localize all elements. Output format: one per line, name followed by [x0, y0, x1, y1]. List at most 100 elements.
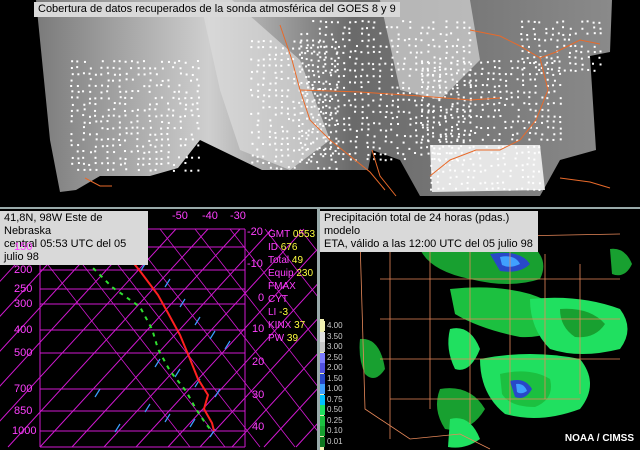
sounding-dot [547, 102, 550, 105]
sounding-dot [415, 116, 418, 119]
sounding-dot [70, 144, 73, 147]
sounding-dot [420, 104, 423, 107]
sounding-dot [185, 91, 188, 94]
sounding-dot [322, 155, 325, 158]
sounding-dot [445, 20, 448, 23]
sounding-dot [517, 115, 520, 118]
sounding-dot [106, 162, 109, 165]
sounding-dot [334, 112, 337, 115]
sounding-dot [154, 67, 157, 70]
sounding-dot [546, 84, 549, 87]
sounding-dot [305, 100, 308, 103]
sounding-dot [550, 68, 553, 71]
sounding-dot [547, 67, 550, 70]
sounding-dot [366, 45, 369, 48]
sounding-dot [280, 167, 283, 170]
sounding-dot [316, 125, 319, 128]
sounding-dot [330, 33, 333, 36]
sounding-dot [474, 72, 477, 75]
sounding-dot [415, 62, 418, 65]
sounding-dot [137, 90, 140, 93]
sounding-dot [322, 82, 325, 85]
sounding-dot [322, 71, 325, 74]
sounding-dot [402, 81, 405, 84]
sounding-dot [100, 97, 103, 100]
sounding-dot [534, 85, 537, 88]
sounding-dot [274, 58, 277, 61]
sounding-dot [112, 168, 115, 171]
sounding-dot [433, 56, 436, 59]
sounding-dot [547, 126, 550, 129]
sounding-dot [479, 170, 482, 173]
wind-barb [194, 316, 201, 326]
sounding-dot [545, 32, 548, 35]
sounding-dot [562, 20, 565, 23]
sounding-dot [343, 62, 346, 65]
sounding-dot [301, 129, 304, 132]
sounding-dot [118, 60, 121, 63]
sounding-dot [378, 80, 381, 83]
sounding-dot [70, 84, 73, 87]
sounding-dot [586, 32, 589, 35]
sounding-dot [546, 78, 549, 81]
sounding-dot [551, 33, 554, 36]
sounding-dot [155, 157, 158, 160]
sounding-dot [448, 152, 451, 155]
sounding-dot [497, 164, 500, 167]
sounding-dot [402, 20, 405, 23]
sounding-dot [469, 91, 472, 94]
sounding-dot [83, 121, 86, 124]
sounding-dot [348, 117, 351, 120]
sounding-dot [499, 96, 502, 99]
sounding-dot [148, 163, 151, 166]
sounding-dot [76, 109, 79, 112]
isotherm-line [0, 228, 113, 352]
sounding-dot [384, 62, 387, 65]
sounding-dot [521, 26, 524, 29]
sounding-dot [310, 46, 313, 49]
sounding-dot [408, 147, 411, 150]
sounding-dot [439, 68, 442, 71]
sounding-dot [467, 169, 470, 172]
sounding-dot [101, 60, 104, 63]
sounding-dot [299, 70, 302, 73]
sounding-dot [280, 59, 283, 62]
sounding-dot [444, 96, 447, 99]
sounding-dot [461, 163, 464, 166]
sounding-dot [342, 74, 345, 77]
sounding-dot [528, 103, 531, 106]
sounding-dot [420, 114, 423, 117]
sounding-dot [328, 100, 331, 103]
sounding-dot [136, 108, 139, 111]
sounding-dot [510, 60, 513, 63]
sounding-dot [307, 129, 310, 132]
sounding-dot [522, 120, 525, 123]
sounding-dot [481, 138, 484, 141]
sounding-dot [179, 72, 182, 75]
sounding-dot [569, 69, 572, 72]
sounding-dot [456, 123, 459, 126]
sounding-dot [403, 57, 406, 60]
sounding-dot [414, 45, 417, 48]
sounding-dot [546, 120, 549, 123]
sounding-dot [300, 57, 303, 60]
sounding-dot [469, 97, 472, 100]
sounding-dot [445, 57, 448, 60]
sounding-dot [493, 139, 496, 142]
sounding-dot [354, 62, 357, 65]
sounding-dot [421, 81, 424, 84]
sounding-dot [299, 41, 302, 44]
sounding-dot [438, 84, 441, 87]
sounding-dot [298, 65, 301, 68]
sounding-dot [77, 157, 80, 160]
temp-label-right: 0 [258, 292, 265, 304]
sounding-dot [379, 57, 382, 60]
sounding-dot [533, 33, 536, 36]
sounding-dot [469, 139, 472, 142]
sounding-dot [349, 158, 352, 161]
sounding-dot [599, 50, 602, 53]
sounding-dot [143, 85, 146, 88]
sounding-dot [89, 90, 92, 93]
sounding-dot [445, 92, 448, 95]
wind-barb [224, 340, 231, 350]
